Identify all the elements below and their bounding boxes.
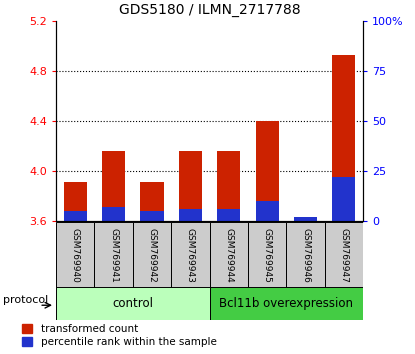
Text: GSM769941: GSM769941	[109, 228, 118, 283]
Bar	[256, 121, 279, 221]
Bar	[332, 55, 355, 221]
Bar	[171, 222, 210, 289]
Bar	[102, 207, 125, 221]
Bar	[179, 209, 202, 221]
Bar	[179, 151, 202, 221]
Bar	[325, 222, 363, 289]
Text: GSM769946: GSM769946	[301, 228, 310, 283]
Bar	[286, 222, 325, 289]
Bar	[217, 209, 240, 221]
Bar	[140, 211, 164, 221]
Text: GSM769943: GSM769943	[186, 228, 195, 283]
Bar	[256, 201, 279, 221]
Bar	[133, 222, 171, 289]
Bar	[210, 222, 248, 289]
Bar	[294, 217, 317, 221]
Bar	[217, 151, 240, 221]
Text: control: control	[112, 297, 153, 310]
Bar	[140, 183, 164, 221]
Text: GSM769944: GSM769944	[224, 228, 233, 282]
Bar	[210, 287, 363, 320]
Bar	[95, 222, 133, 289]
Legend: transformed count, percentile rank within the sample: transformed count, percentile rank withi…	[22, 324, 217, 347]
Text: GSM769947: GSM769947	[339, 228, 349, 283]
Title: GDS5180 / ILMN_2717788: GDS5180 / ILMN_2717788	[119, 4, 300, 17]
Bar	[294, 217, 317, 221]
Bar	[64, 211, 87, 221]
Text: GSM769942: GSM769942	[147, 228, 156, 282]
Text: protocol: protocol	[3, 295, 48, 305]
Bar	[56, 287, 210, 320]
Bar	[248, 222, 286, 289]
Bar	[56, 222, 95, 289]
Bar	[64, 183, 87, 221]
Text: GSM769940: GSM769940	[71, 228, 80, 283]
Bar	[332, 177, 355, 221]
Bar	[102, 151, 125, 221]
Text: GSM769945: GSM769945	[263, 228, 272, 283]
Text: Bcl11b overexpression: Bcl11b overexpression	[220, 297, 353, 310]
